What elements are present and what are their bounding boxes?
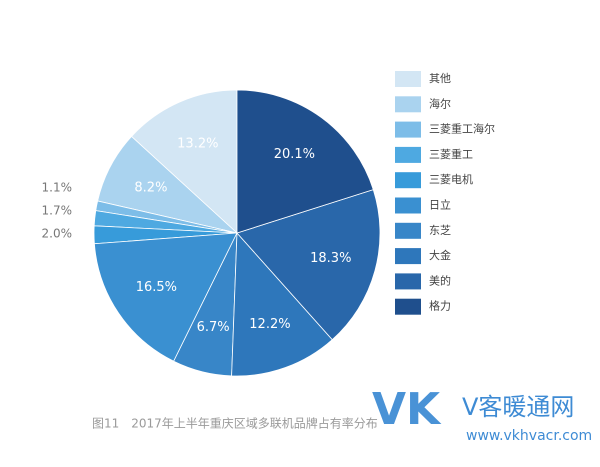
legend-swatch — [395, 197, 421, 214]
legend-swatch — [395, 222, 421, 239]
slice-label: 20.1% — [274, 147, 315, 162]
pie-slice — [236, 189, 381, 341]
legend-label: 其他 — [429, 72, 451, 85]
slice-label-outside: 1.1% — [42, 181, 73, 195]
legend-label: 格力 — [429, 299, 451, 313]
legend-swatch — [395, 172, 421, 189]
caption: 图11 2017年上半年重庆区域多联机品牌占有率分布 — [92, 416, 378, 431]
legend-label: 海尔 — [429, 96, 451, 110]
legend-swatch — [395, 121, 421, 138]
slice-label: 13.2% — [177, 137, 218, 152]
slice-label: 6.7% — [197, 320, 230, 335]
watermark-logo: VK — [372, 384, 442, 435]
pie-slice — [93, 232, 238, 362]
pie-slice — [231, 231, 333, 377]
pie-slice — [130, 89, 238, 234]
slice-label-outside: 2.0% — [42, 227, 73, 241]
pie-slice — [236, 89, 374, 234]
legend-label: 美的 — [429, 273, 451, 287]
legend-label: 三菱重工海尔 — [429, 122, 495, 136]
slice-label: 18.3% — [310, 251, 351, 266]
slice-label-outside: 1.7% — [42, 204, 73, 218]
legend-label: 三菱重工 — [429, 147, 473, 161]
legend-swatch — [395, 146, 421, 163]
legend-swatch — [395, 248, 421, 265]
slice-label: 12.2% — [249, 317, 290, 332]
legend-label: 日立 — [429, 198, 451, 212]
slice-label: 16.5% — [136, 280, 177, 295]
legend-swatch — [395, 96, 421, 113]
legend-label: 东芝 — [429, 224, 451, 237]
legend-swatch — [395, 71, 421, 87]
watermark-brand: V客暖通网 — [462, 393, 574, 421]
watermark-url: www.vkhvacr.com — [466, 428, 592, 444]
legend-swatch — [395, 298, 421, 315]
legend-swatch — [395, 273, 421, 290]
slice-label: 8.2% — [134, 180, 167, 195]
legend-label: 三菱电机 — [429, 172, 473, 186]
legend-label: 大金 — [429, 248, 451, 262]
